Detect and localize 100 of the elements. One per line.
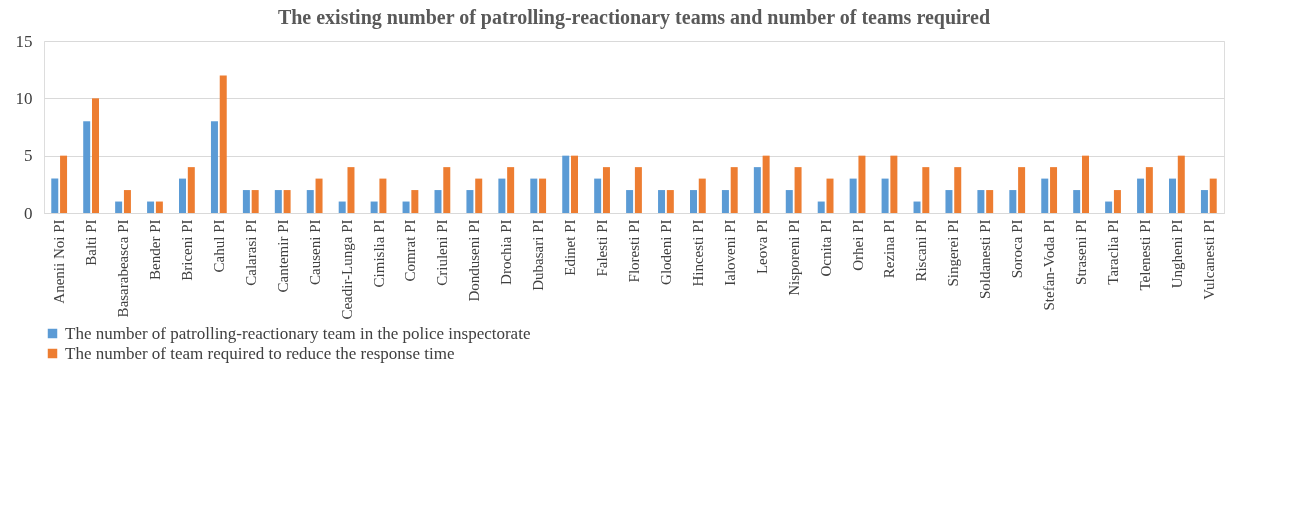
bar: [626, 190, 634, 213]
bar: [1145, 167, 1153, 213]
bar: [1050, 167, 1058, 213]
x-tick-label: Ialoveni PI: [721, 219, 738, 286]
x-tick-label: Soldanesti PI: [977, 219, 994, 300]
bar: [283, 190, 291, 213]
bar: [1200, 190, 1208, 213]
bar: [1073, 190, 1081, 213]
x-tick-label: Falesti PI: [594, 219, 611, 277]
bar: [881, 178, 889, 213]
bar: [370, 201, 378, 213]
bar: [658, 190, 666, 213]
x-tick-label: Anenii Noi PI: [51, 219, 68, 304]
bar: [274, 190, 282, 213]
bar: [338, 201, 346, 213]
bar: [187, 167, 195, 213]
x-tick-label: Cantemir PI: [274, 219, 291, 293]
bar: [594, 178, 602, 213]
bar: [411, 190, 419, 213]
x-tick-label: Nisporeni PI: [785, 219, 802, 296]
x-tick-label: Telenesti PI: [1136, 219, 1153, 291]
bar: [849, 178, 857, 213]
bar: [753, 167, 761, 213]
bar: [251, 190, 259, 213]
bar: [434, 190, 442, 213]
x-tick-label: Balti PI: [83, 219, 100, 266]
legend-label: The number of team required to reduce the response time: [65, 343, 455, 363]
x-tick-label: Criuleni PI: [434, 219, 451, 286]
bar: [562, 155, 570, 213]
x-tick-label: Donduseni PI: [466, 219, 483, 302]
x-tick-label: Soroca PI: [1009, 219, 1026, 279]
bar: [634, 167, 642, 213]
bar: [571, 155, 579, 213]
x-tick-label: Bender PI: [146, 219, 163, 280]
bar: [443, 167, 451, 213]
bar: [945, 190, 953, 213]
x-tick-label: Calarasi PI: [242, 219, 259, 286]
bar: [858, 155, 866, 213]
bar: [507, 167, 515, 213]
bar: [466, 190, 474, 213]
bar: [890, 155, 898, 213]
bar: [730, 167, 738, 213]
x-tick-label: Glodeni PI: [657, 219, 674, 285]
x-tick-label: Basarabeasca PI: [115, 219, 132, 318]
bar: [794, 167, 802, 213]
bar: [817, 201, 825, 213]
bar: [986, 190, 994, 213]
x-tick-label: Leova PI: [753, 219, 770, 275]
x-tick-label: Drochia PI: [498, 219, 515, 285]
bar: [347, 167, 355, 213]
y-tick-label: 0: [24, 203, 33, 223]
bar: [721, 190, 729, 213]
bar: [922, 167, 930, 213]
bar: [92, 98, 99, 213]
x-tick-label: Riscani PI: [913, 219, 930, 282]
bar: [315, 178, 323, 213]
bar: [179, 178, 187, 213]
bar: [1113, 190, 1121, 213]
x-tick-label: Vulcanesti PI: [1200, 219, 1217, 300]
bar: [379, 178, 387, 213]
x-tick-label: Cahul PI: [210, 219, 227, 273]
bar: [977, 190, 985, 213]
bar: [60, 155, 68, 213]
bar: [210, 121, 218, 213]
bar: [530, 178, 538, 213]
bar: [1009, 190, 1017, 213]
bar: [115, 201, 123, 213]
x-tick-label: Singerei PI: [945, 219, 962, 287]
x-tick-label: Dubasari PI: [530, 219, 547, 291]
bar: [475, 178, 483, 213]
x-tick-label: Edinet PI: [562, 219, 579, 276]
bar: [1177, 155, 1185, 213]
bar: [666, 190, 674, 213]
x-tick-label: Cimislia PI: [370, 219, 387, 288]
x-tick-label: Taraclia PI: [1105, 219, 1122, 285]
bar: [155, 201, 163, 213]
bar: [954, 167, 962, 213]
x-tick-label: Rezina PI: [881, 219, 898, 279]
bar: [1209, 178, 1217, 213]
x-tick-label: Straseni PI: [1073, 219, 1090, 285]
bar: [219, 75, 227, 213]
x-tick-label: Floresti PI: [626, 219, 642, 283]
x-tick-label: Ungheni PI: [1168, 219, 1185, 289]
x-tick-label: Briceni PI: [178, 219, 195, 281]
bar: [242, 190, 250, 213]
bar: [51, 178, 59, 213]
bar: [1081, 155, 1089, 213]
bar: [498, 178, 506, 213]
bar: [1105, 201, 1113, 213]
x-tick-label: Stefan-Voda PI: [1041, 219, 1058, 311]
bar: [602, 167, 610, 213]
bar: [785, 190, 793, 213]
y-tick-label: 5: [24, 146, 33, 166]
bar: [123, 190, 131, 213]
bar: [689, 190, 697, 213]
bar: [913, 201, 921, 213]
bar: [1169, 178, 1176, 213]
bar: [539, 178, 547, 213]
legend-label: The number of patrolling-reactionary team in the police inspectorate: [65, 323, 531, 343]
bar: [698, 178, 706, 213]
